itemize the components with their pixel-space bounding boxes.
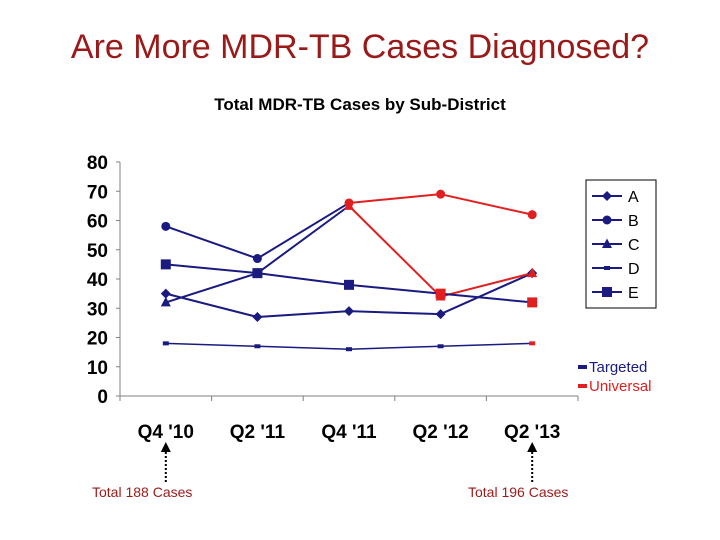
annotation-arrow-left-head (160, 442, 171, 452)
group-legend-label: Targeted (589, 359, 647, 376)
y-tick-label: 0 (97, 387, 108, 408)
legend-marker-A (602, 191, 612, 201)
group-legend-swatch (578, 365, 587, 369)
series-B-point (527, 210, 537, 220)
x-tick-label: Q2 '12 (412, 422, 468, 443)
y-tick-label: 80 (87, 153, 108, 174)
group-legend-label: Universal (589, 378, 652, 395)
x-tick-label: Q2 '13 (504, 422, 560, 443)
series-B-segment (348, 193, 441, 204)
y-tick-label: 60 (87, 212, 108, 233)
series-B-point (252, 254, 262, 264)
y-tick-label: 50 (87, 241, 108, 262)
series-E-segment (257, 272, 350, 286)
series-D-segment (348, 345, 441, 350)
series-E-segment (440, 292, 533, 304)
annotation-arrows (160, 442, 538, 482)
legend-label-A: A (628, 189, 639, 206)
series-D-segment (165, 342, 258, 348)
x-tick-label: Q4 '11 (321, 422, 377, 443)
series-B-point (161, 221, 171, 231)
series-A-segment (440, 272, 533, 316)
series-E-point (435, 288, 446, 299)
series-D-point (162, 341, 169, 346)
series-A-segment (348, 310, 441, 316)
legend-marker-C (602, 238, 612, 248)
annotation-left: Total 188 Cases (92, 484, 193, 500)
legend-label-D: D (628, 261, 640, 278)
series-E-point (160, 259, 171, 270)
annotation-right: Total 196 Cases (468, 484, 569, 500)
annotation-arrow-right-head (527, 442, 538, 452)
legend-label-C: C (628, 237, 640, 254)
series-lines (165, 193, 533, 350)
x-tick-label: Q4 '10 (138, 422, 194, 443)
group-legend-swatch (578, 384, 587, 388)
series-C-point (527, 267, 538, 278)
series-E-point (344, 279, 354, 290)
series-A-point (435, 309, 446, 320)
series-A-point (252, 312, 263, 323)
y-tick-label: 70 (87, 182, 108, 203)
series-D-segment (440, 342, 533, 348)
series-A-point (160, 288, 171, 299)
series-C-point (344, 200, 354, 210)
legend-marker-B (602, 215, 612, 225)
y-tick-label: 10 (87, 358, 108, 379)
y-tick-label: 30 (87, 299, 108, 320)
series-C-segment (256, 205, 350, 274)
series-B-segment (165, 225, 258, 260)
series-D-segment (257, 345, 350, 350)
slide-title: Are More MDR-TB Cases Diagnosed? (70, 28, 650, 66)
series-C-point (160, 296, 171, 307)
legend-marker-D (604, 266, 610, 270)
series-C-segment (440, 272, 533, 298)
series-B-point (436, 189, 446, 199)
series-D-point (529, 341, 536, 346)
axes: 0 10 20 30 40 50 60 70 80 Q4 '10 Q2 '11 Q4 '11 Q2 '1… (87, 153, 579, 443)
y-tick-label: 40 (87, 270, 108, 291)
series-B-segment (256, 202, 350, 260)
series-E-point (252, 268, 263, 279)
chart-title: Total MDR-TB Cases by Sub-District (214, 95, 506, 114)
series-D-point (437, 344, 444, 349)
series-C-segment (348, 205, 442, 298)
series-E-point (527, 297, 538, 308)
series-C-segment (165, 272, 258, 304)
series-A-point (344, 306, 354, 317)
series-D-point (254, 344, 261, 349)
series-A-segment (257, 310, 350, 319)
y-tick-label: 20 (87, 329, 108, 350)
legend-label-E: E (628, 285, 639, 302)
series-markers (160, 189, 538, 352)
x-tick-label: Q2 '11 (230, 422, 286, 443)
legend-marker-E (602, 287, 612, 297)
series-E-segment (348, 283, 441, 295)
series-B-segment (440, 193, 533, 216)
series-D-point (346, 347, 352, 352)
series-E-segment (165, 263, 258, 275)
legend-label-B: B (628, 213, 639, 230)
